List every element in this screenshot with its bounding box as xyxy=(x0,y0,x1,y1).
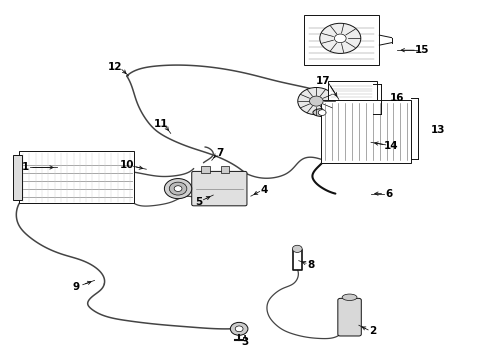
Bar xyxy=(201,166,210,173)
Text: 15: 15 xyxy=(415,45,429,55)
FancyBboxPatch shape xyxy=(338,298,361,336)
Text: 11: 11 xyxy=(154,120,168,129)
FancyBboxPatch shape xyxy=(192,171,247,206)
Bar xyxy=(13,155,22,200)
Bar xyxy=(304,15,379,65)
Text: 17: 17 xyxy=(316,76,330,86)
Text: 10: 10 xyxy=(120,160,134,170)
Text: 4: 4 xyxy=(261,185,268,195)
Circle shape xyxy=(334,34,346,42)
Circle shape xyxy=(320,23,361,53)
Circle shape xyxy=(230,322,248,335)
Text: 16: 16 xyxy=(390,93,405,103)
Circle shape xyxy=(169,182,187,195)
Circle shape xyxy=(293,245,302,252)
Text: 2: 2 xyxy=(369,326,377,336)
Circle shape xyxy=(318,110,326,116)
Ellipse shape xyxy=(342,294,357,301)
Circle shape xyxy=(174,186,182,192)
Circle shape xyxy=(298,87,335,115)
Circle shape xyxy=(164,179,192,199)
Ellipse shape xyxy=(313,109,331,117)
Bar xyxy=(321,100,411,163)
Text: 6: 6 xyxy=(386,189,393,199)
Circle shape xyxy=(310,96,323,106)
Bar xyxy=(328,81,377,100)
Circle shape xyxy=(235,326,243,332)
Bar xyxy=(19,151,134,203)
Text: 14: 14 xyxy=(384,141,399,151)
Text: 9: 9 xyxy=(73,282,80,292)
Bar xyxy=(220,166,229,173)
Text: 3: 3 xyxy=(242,337,248,347)
Text: 1: 1 xyxy=(22,162,29,172)
Text: 8: 8 xyxy=(307,260,315,270)
Text: 13: 13 xyxy=(431,125,445,135)
Text: 7: 7 xyxy=(216,148,223,158)
Text: 5: 5 xyxy=(195,197,202,207)
Text: 12: 12 xyxy=(108,62,123,72)
